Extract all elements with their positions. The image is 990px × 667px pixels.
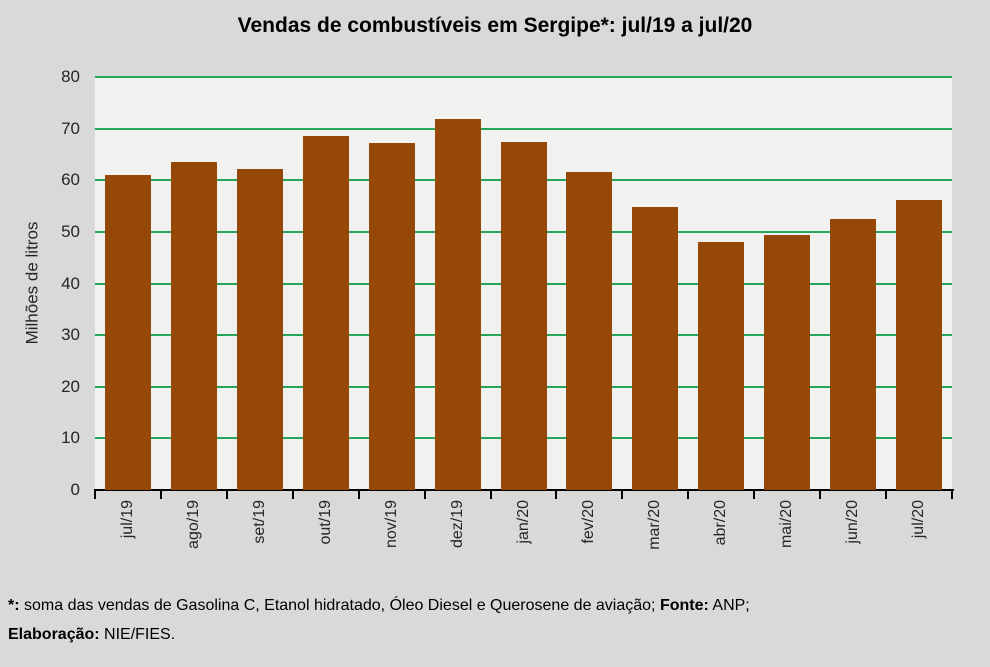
x-axis-tick: [819, 489, 822, 499]
x-axis-tick: [951, 489, 953, 499]
bar-set/19: [236, 169, 283, 490]
x-axis-tick-label: nov/19: [382, 500, 400, 549]
y-axis-tick-label: 10: [61, 428, 80, 448]
x-axis-tick-label: jan/20: [514, 500, 532, 544]
x-axis-tick-label: jul/20: [910, 500, 928, 539]
x-axis-tick: [555, 489, 558, 499]
bar-fev/20: [566, 172, 613, 490]
footnote-source-label: Fonte:: [659, 597, 709, 614]
bar-nov/19: [368, 143, 415, 490]
bar-mai/20: [764, 234, 811, 490]
y-axis-tick-label: 20: [61, 376, 80, 396]
y-axis-tick-label: 40: [61, 273, 80, 293]
y-axis-tick-label: 60: [61, 170, 80, 190]
x-axis-tick: [621, 489, 624, 499]
x-axis-tick: [159, 489, 162, 499]
x-axis-line: [95, 489, 954, 491]
bar-abr/20: [698, 242, 745, 490]
x-axis-tick-label: jun/20: [844, 500, 862, 544]
bar-ago/19: [170, 161, 217, 490]
y-axis-tick-label: 0: [70, 480, 80, 499]
x-axis-tick-label: dez/19: [448, 500, 466, 549]
bar-jul/19: [104, 175, 151, 490]
bar-jul/20: [896, 199, 943, 490]
x-axis-tick-label: mar/20: [646, 500, 664, 550]
x-axis-tick: [94, 489, 96, 499]
x-axis-tick: [423, 489, 426, 499]
x-axis-tick-label: mai/20: [778, 500, 796, 549]
bar-mar/20: [632, 206, 679, 490]
x-axis-tick-label: set/19: [250, 500, 268, 544]
x-axis-tick: [291, 489, 294, 499]
footnote-elaboration-text: NIE/FIES.: [99, 626, 176, 643]
bar-dez/19: [434, 118, 481, 490]
gridline: [95, 76, 952, 78]
bar-jun/20: [830, 218, 877, 490]
plot-area: [95, 76, 952, 490]
x-axis-tick: [225, 489, 228, 499]
x-axis-tick-label: out/19: [316, 500, 334, 545]
x-axis-tick-label: fev/20: [580, 500, 598, 544]
x-axis-tick-label: abr/20: [712, 500, 730, 546]
x-axis-tick-label: ago/19: [184, 500, 202, 549]
footnote-elaboration-label: Elaboração:: [8, 626, 100, 643]
x-axis-tick-label: jul/19: [118, 500, 136, 539]
gridline: [95, 127, 952, 130]
y-axis-tick-label: 30: [61, 325, 80, 345]
y-axis-tick-label: 80: [61, 67, 80, 86]
footnote-star-label: *:: [8, 597, 20, 614]
x-axis-tick: [753, 489, 756, 499]
y-axis-tick-label: 70: [61, 118, 80, 138]
x-axis-tick: [885, 489, 888, 499]
footnote-source-text: ANP;: [708, 597, 750, 614]
footnote-star-text: soma das vendas de Gasolina C, Etanol hi…: [19, 597, 660, 614]
x-axis-tick: [687, 489, 690, 499]
y-axis-tick-label: 50: [61, 221, 80, 241]
x-axis-tick: [489, 489, 492, 499]
chart-title: Vendas de combustíveis em Sergipe*: jul/…: [237, 14, 753, 37]
bar-jan/20: [500, 141, 547, 490]
bar-out/19: [302, 135, 349, 490]
footnote: *: soma das vendas de Gasolina C, Etanol…: [8, 591, 982, 649]
x-axis-tick: [357, 489, 360, 499]
